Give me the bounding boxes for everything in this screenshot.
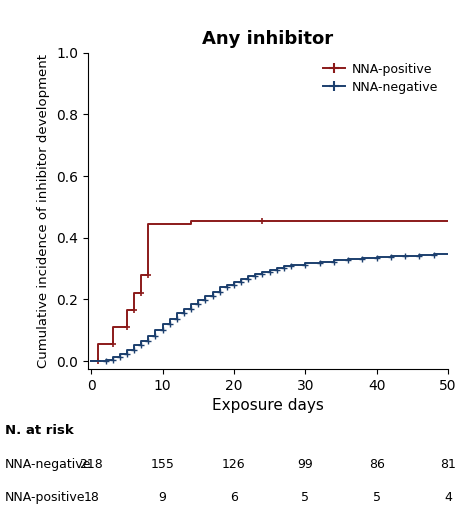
Legend: NNA-positive, NNA-negative: NNA-positive, NNA-negative — [319, 59, 442, 97]
Text: 218: 218 — [79, 458, 103, 472]
Text: 86: 86 — [369, 458, 384, 472]
Text: NNA-positive: NNA-positive — [5, 491, 85, 504]
Text: NNA-negative: NNA-negative — [5, 458, 91, 472]
Text: N. at risk: N. at risk — [5, 424, 73, 437]
Text: 5: 5 — [301, 491, 309, 504]
Text: 126: 126 — [222, 458, 246, 472]
Text: 6: 6 — [230, 491, 238, 504]
X-axis label: Exposure days: Exposure days — [212, 398, 324, 413]
Text: 155: 155 — [151, 458, 174, 472]
Text: 99: 99 — [297, 458, 313, 472]
Text: 81: 81 — [440, 458, 456, 472]
Text: 5: 5 — [373, 491, 381, 504]
Text: 4: 4 — [444, 491, 452, 504]
Y-axis label: Cumulative incidence of inhibitor development: Cumulative incidence of inhibitor develo… — [37, 54, 50, 368]
Title: Any inhibitor: Any inhibitor — [202, 31, 333, 48]
Text: 18: 18 — [83, 491, 99, 504]
Text: 9: 9 — [159, 491, 166, 504]
